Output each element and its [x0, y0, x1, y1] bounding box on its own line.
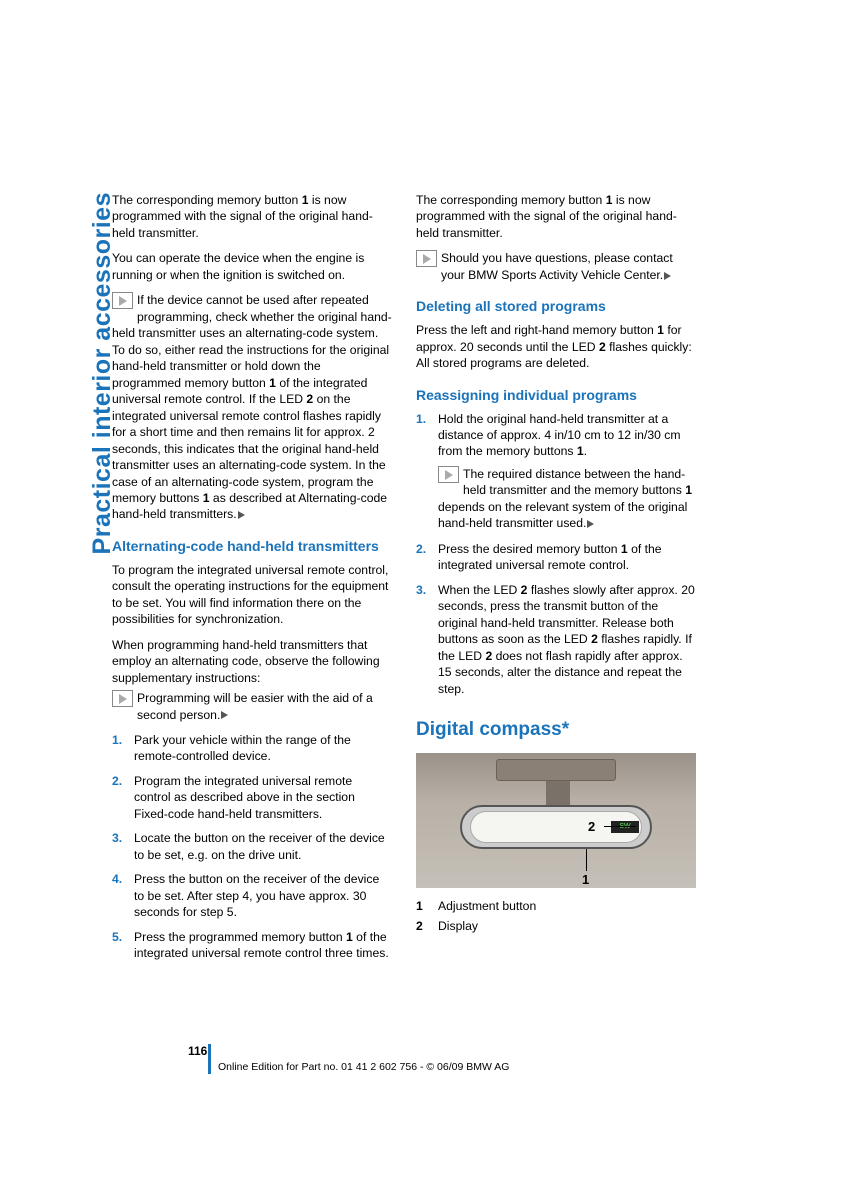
figure-leader-line	[604, 826, 636, 827]
figure-display: SW	[611, 821, 639, 833]
paragraph: The corresponding memory button 1 is now…	[416, 192, 696, 241]
left-column: The corresponding memory button 1 is now…	[112, 192, 392, 971]
step-number: 2.	[112, 773, 122, 789]
text: flashes quickly:	[606, 340, 692, 354]
bold-ref: 1	[346, 930, 353, 944]
text: on the integrated universal remote contr…	[112, 392, 386, 505]
figure-roof-console	[496, 759, 616, 781]
bold-ref: 2	[591, 632, 598, 646]
figure-callout-2: 2	[588, 818, 595, 836]
note-block: If the device cannot be used after repea…	[112, 292, 392, 523]
heading-2: Digital compass*	[416, 717, 696, 743]
heading-3: Reassigning individual programs	[416, 386, 696, 405]
legend-row: 1 Adjustment button	[416, 898, 696, 914]
end-marker-icon	[221, 711, 228, 719]
note-block: Should you have questions, please contac…	[416, 250, 696, 283]
text: The required distance between the hand-h…	[463, 467, 685, 497]
right-column: The corresponding memory button 1 is now…	[416, 192, 696, 971]
page-marker	[208, 1044, 211, 1074]
text: Press the programmed memory button	[134, 930, 346, 944]
paragraph: You can operate the device when the engi…	[112, 250, 392, 283]
figure-leader-line	[586, 849, 587, 871]
text: Press the button on the receiver of the …	[134, 872, 379, 919]
step-item: 3. Locate the button on the receiver of t…	[112, 830, 392, 863]
bold-ref: 1	[657, 323, 664, 337]
paragraph: To program the integrated universal remo…	[112, 562, 392, 628]
text: Hold the original hand-held transmitter …	[438, 412, 681, 459]
step-number: 1.	[416, 411, 426, 427]
end-marker-icon	[664, 272, 671, 280]
step-number: 1.	[112, 732, 122, 748]
end-marker-icon	[238, 511, 245, 519]
text: Press the left and right-hand memory but…	[416, 323, 657, 337]
text: Press the desired memory button	[438, 542, 621, 556]
bold-ref: 1	[269, 376, 276, 390]
figure-callout-1: 1	[582, 871, 589, 888]
step-number: 4.	[112, 871, 122, 887]
step-number: 5.	[112, 929, 122, 945]
text: Should you have questions, please contac…	[441, 251, 673, 281]
bold-ref: 1	[685, 483, 692, 497]
step-number: 3.	[112, 830, 122, 846]
page-number: 116	[188, 1044, 207, 1058]
step-item: 1. Park your vehicle within the range of …	[112, 732, 392, 765]
heading-3: Deleting all stored programs	[416, 297, 696, 316]
step-item: 3. When the LED 2 flashes slowly after a…	[416, 582, 696, 697]
legend-row: 2 Display	[416, 918, 696, 934]
note-icon	[112, 292, 133, 309]
bold-ref: 1	[203, 491, 210, 505]
footer-text: Online Edition for Part no. 01 41 2 602 …	[218, 1061, 509, 1073]
legend-number: 2	[416, 918, 438, 934]
text: Locate the button on the receiver of the…	[134, 831, 385, 861]
step-item: 5.Press the programmed memory button 1 o…	[112, 929, 392, 962]
bold-ref: 1	[621, 542, 628, 556]
compass-figure: SW 2 1	[416, 753, 696, 888]
note-icon	[416, 250, 437, 267]
end-marker-icon	[587, 520, 594, 528]
heading-3: Alternating-code hand-held transmitters	[112, 537, 392, 556]
step-number: 2.	[416, 541, 426, 557]
legend-number: 1	[416, 898, 438, 914]
step-item: 1. Hold the original hand-held transmitt…	[416, 411, 696, 532]
page-content: The corresponding memory button 1 is now…	[112, 192, 742, 971]
text: The corresponding memory button	[416, 193, 606, 207]
step-item: 2. Press the desired memory button 1 of …	[416, 541, 696, 574]
text: depends on the relevant system of the or…	[438, 500, 687, 530]
note-block: Programming will be easier with the aid …	[112, 690, 392, 723]
legend-label: Adjustment button	[438, 898, 536, 914]
text: Park your vehicle within the range of th…	[134, 733, 351, 763]
bold-ref: 1	[577, 444, 584, 458]
step-item: 4. Press the button on the receiver of th…	[112, 871, 392, 920]
note-block: The required distance between the hand-h…	[438, 466, 696, 532]
step-item: 2. Program the integrated universal remot…	[112, 773, 392, 822]
text: Programming will be easier with the aid …	[137, 691, 373, 721]
ordered-steps: 1. Park your vehicle within the range of …	[112, 732, 392, 962]
text: When the LED	[438, 583, 521, 597]
note-icon	[438, 466, 459, 483]
ordered-steps: 1. Hold the original hand-held transmitt…	[416, 411, 696, 698]
text: .	[584, 444, 587, 458]
text: Program the integrated universal remote …	[134, 774, 355, 821]
figure-mirror-stem	[546, 781, 570, 807]
bold-ref: 2	[599, 340, 606, 354]
paragraph: Press the left and right-hand memory but…	[416, 322, 696, 371]
text: The corresponding memory button	[112, 193, 302, 207]
note-icon	[112, 690, 133, 707]
legend-label: Display	[438, 918, 478, 934]
paragraph: The corresponding memory button 1 is now…	[112, 192, 392, 241]
step-number: 3.	[416, 582, 426, 598]
text: All stored programs are deleted.	[416, 356, 589, 370]
paragraph: When programming hand-held transmitters …	[112, 637, 392, 686]
